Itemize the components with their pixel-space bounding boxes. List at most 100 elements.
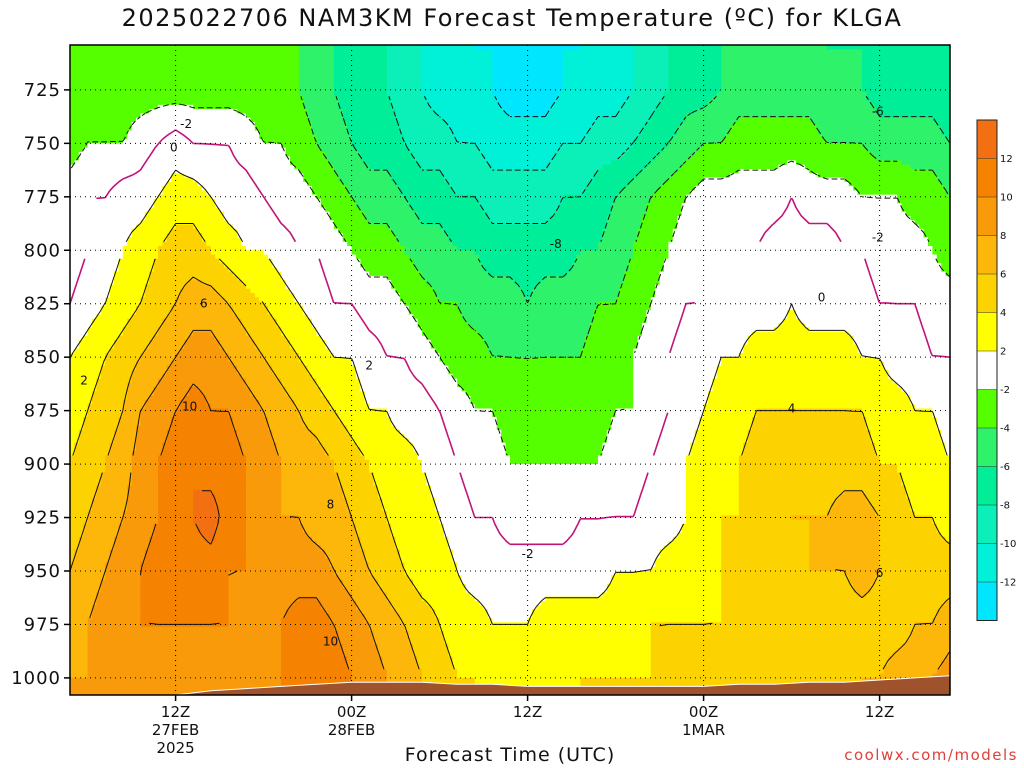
field-cell — [79, 468, 84, 473]
field-cell — [92, 657, 97, 662]
field-cell — [88, 554, 93, 559]
field-cell — [96, 456, 101, 461]
field-cell — [96, 101, 101, 106]
field-cell — [79, 160, 84, 165]
field-cell — [101, 468, 106, 473]
field-cell — [83, 366, 88, 371]
field-cell — [101, 233, 106, 238]
field-cell — [96, 550, 101, 555]
field-cell — [83, 203, 88, 208]
field-cell — [74, 357, 79, 362]
field-cell — [79, 408, 84, 413]
field-cell — [83, 554, 88, 559]
field-cell — [74, 173, 79, 178]
field-cell — [96, 571, 101, 576]
field-cell — [92, 306, 97, 311]
field-cell — [101, 374, 106, 379]
field-cell — [88, 306, 93, 311]
field-cell — [74, 644, 79, 649]
field-cell — [92, 571, 97, 576]
field-cell — [74, 537, 79, 542]
field-cell — [96, 276, 101, 281]
field-cell — [79, 396, 84, 401]
field-cell — [101, 173, 106, 178]
field-cell — [101, 165, 106, 170]
field-cell — [74, 468, 79, 473]
field-cell — [88, 122, 93, 127]
field-cell — [79, 661, 84, 666]
field-cell — [83, 592, 88, 597]
plot-area: 0-2-6-8 -2062210 48-2610 — [70, 45, 951, 701]
field-cell — [101, 237, 106, 242]
field-cell — [79, 357, 84, 362]
field-cell — [88, 657, 93, 662]
field-cell — [92, 156, 97, 161]
field-cell — [79, 657, 84, 662]
field-cell — [92, 225, 97, 230]
field-cell — [88, 383, 93, 388]
field-cell — [88, 661, 93, 666]
field-cell — [83, 498, 88, 503]
field-cell — [101, 494, 106, 499]
field-cell — [92, 507, 97, 512]
field-cell — [79, 550, 84, 555]
field-cell — [74, 75, 79, 80]
field-cell — [74, 511, 79, 516]
field-cell — [88, 349, 93, 354]
field-cell — [92, 293, 97, 298]
field-cell — [101, 485, 106, 490]
field-cell — [79, 622, 84, 627]
field-cell — [88, 293, 93, 298]
field-cell — [83, 319, 88, 324]
field-cell — [96, 49, 101, 54]
field-cell — [83, 173, 88, 178]
field-cell — [83, 58, 88, 63]
field-cell — [79, 464, 84, 469]
field-cell — [88, 447, 93, 452]
field-cell — [101, 131, 106, 136]
field-cell — [92, 126, 97, 131]
field-cell — [92, 105, 97, 110]
field-cell — [83, 340, 88, 345]
field-cell — [96, 383, 101, 388]
field-cell — [92, 344, 97, 349]
field-cell — [92, 340, 97, 345]
field-cell — [74, 507, 79, 512]
field-cell — [74, 267, 79, 272]
field-cell — [96, 391, 101, 396]
temperature-fill — [70, 45, 951, 696]
field-cell — [92, 297, 97, 302]
field-cell — [96, 208, 101, 213]
field-cell — [96, 178, 101, 183]
field-cell — [96, 122, 101, 127]
field-cell — [88, 143, 93, 148]
field-cell — [79, 562, 84, 567]
field-cell — [83, 631, 88, 636]
field-cell — [101, 169, 106, 174]
field-cell — [101, 122, 106, 127]
field-cell — [88, 263, 93, 268]
field-cell — [92, 190, 97, 195]
field-cell — [96, 648, 101, 653]
field-cell — [83, 635, 88, 640]
field-cell — [92, 79, 97, 84]
field-cell — [96, 686, 101, 691]
field-cell — [88, 669, 93, 674]
field-cell — [74, 614, 79, 619]
field-cell — [96, 503, 101, 508]
field-cell — [79, 391, 84, 396]
field-cell — [92, 246, 97, 251]
field-cell — [79, 88, 84, 93]
field-cell — [74, 113, 79, 118]
field-cell — [74, 627, 79, 632]
field-cell — [88, 225, 93, 230]
field-cell — [79, 314, 84, 319]
field-cell — [83, 580, 88, 585]
field-cell — [101, 528, 106, 533]
field-cell — [96, 92, 101, 97]
field-cell — [96, 533, 101, 538]
field-cell — [96, 554, 101, 559]
field-cell — [92, 289, 97, 294]
field-cell — [88, 421, 93, 426]
field-cell — [83, 648, 88, 653]
